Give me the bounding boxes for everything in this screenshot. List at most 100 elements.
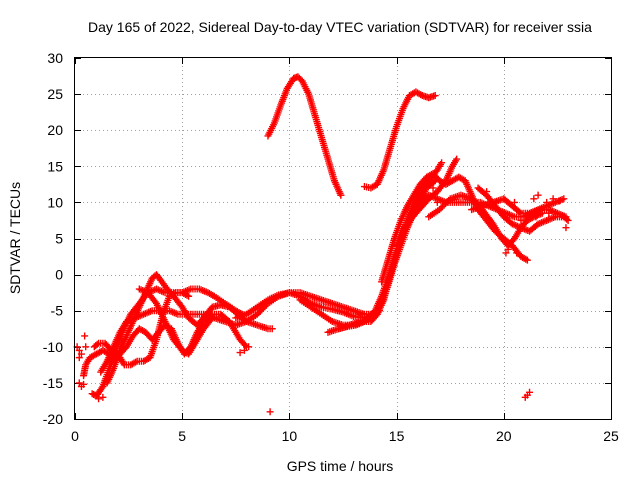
y-tick-label: 0 <box>55 267 63 283</box>
data-point <box>75 354 83 362</box>
data-point <box>429 184 437 192</box>
data-point <box>369 312 377 320</box>
data-point <box>81 332 89 340</box>
data-point <box>532 213 540 221</box>
x-tick-label: 15 <box>389 428 405 444</box>
y-tick-label: -20 <box>43 411 63 427</box>
data-point <box>253 310 261 318</box>
data-point <box>75 379 83 387</box>
data-point <box>207 315 215 323</box>
data-point <box>183 291 191 299</box>
data-point <box>93 340 101 348</box>
y-tick-labels: -20 -15 -10 -5 0 5 10 15 20 25 30 <box>43 50 63 427</box>
x-tick-label: 25 <box>603 428 619 444</box>
data-point <box>534 191 542 199</box>
data-point <box>75 346 83 354</box>
data-point <box>523 256 531 264</box>
data-point <box>440 201 448 209</box>
data-point <box>442 199 450 207</box>
y-tick-label: 25 <box>47 86 63 102</box>
chart-title: Day 165 of 2022, Sidereal Day-to-day VTE… <box>88 19 592 35</box>
data-point <box>80 380 88 388</box>
x-tick-label: 5 <box>178 428 186 444</box>
y-tick-label: 10 <box>47 194 63 210</box>
data-point <box>438 159 446 167</box>
y-axis-label: SDTVAR / TECUs <box>7 182 23 294</box>
data-point <box>443 198 451 206</box>
data-point <box>526 388 534 396</box>
data-point <box>543 198 551 206</box>
data-point <box>435 206 443 214</box>
data-point <box>545 209 553 217</box>
data-point <box>241 341 249 349</box>
y-tick-label: 30 <box>47 50 63 66</box>
data-point <box>530 195 538 203</box>
data-point <box>77 350 85 358</box>
y-tick-label: 15 <box>47 158 63 174</box>
data-point <box>185 292 193 300</box>
series-arc-high-2 <box>360 88 439 192</box>
data-point <box>337 191 345 199</box>
data-point <box>430 178 438 186</box>
data-point <box>504 245 512 253</box>
data-point <box>549 195 557 203</box>
series-arc-n <box>474 184 572 235</box>
series-arc-f <box>135 285 216 358</box>
data-point <box>528 214 536 222</box>
data-point <box>439 203 447 211</box>
data-point <box>431 190 439 198</box>
data-point <box>132 358 140 366</box>
data-point <box>538 209 546 217</box>
data-point <box>268 325 276 333</box>
data-point <box>98 384 106 392</box>
y-tick-label: -15 <box>43 375 63 391</box>
data-point <box>114 350 122 358</box>
data-point <box>255 309 263 317</box>
data-point <box>513 249 521 257</box>
data-point <box>522 255 530 263</box>
series-arc-e <box>114 289 193 369</box>
data-point <box>469 196 477 204</box>
data-point <box>170 290 178 298</box>
series-arc-high-1 <box>264 73 345 199</box>
data-point <box>236 349 244 357</box>
series-arc-p <box>90 339 122 358</box>
y-tick-label: -5 <box>51 303 64 319</box>
data-point <box>95 395 103 403</box>
plot-frame <box>74 57 612 420</box>
data-point <box>560 195 568 203</box>
y-tick-label: 20 <box>47 122 63 138</box>
data-point <box>471 198 479 206</box>
series-arc-i <box>324 155 461 336</box>
data-point <box>245 343 253 351</box>
data-point <box>104 349 112 357</box>
data-point <box>511 198 519 206</box>
data-point <box>491 198 499 206</box>
series-arc-m <box>468 195 568 217</box>
data-point <box>516 208 524 216</box>
x-tick-label: 20 <box>496 428 512 444</box>
data-point <box>556 197 564 205</box>
data-point <box>437 204 445 212</box>
data-point <box>258 306 266 314</box>
data-point <box>112 349 120 357</box>
x-tick-labels: 0 5 10 15 20 25 <box>71 428 619 444</box>
series-scatter-misc <box>73 184 570 416</box>
data-point <box>483 188 491 196</box>
x-tick-label: 10 <box>282 428 298 444</box>
x-tick-label: 0 <box>71 428 79 444</box>
data-point <box>468 195 476 203</box>
data-point <box>208 314 216 322</box>
data-points <box>73 73 572 416</box>
data-point <box>99 393 107 401</box>
y-tick-label: 5 <box>55 231 63 247</box>
x-axis-label: GPS time / hours <box>287 458 394 474</box>
data-point <box>502 249 510 257</box>
data-point <box>256 307 264 315</box>
y-tick-label: -10 <box>43 339 63 355</box>
data-point <box>82 343 90 351</box>
data-point <box>472 199 480 207</box>
data-point <box>562 224 570 232</box>
data-point <box>240 346 248 354</box>
